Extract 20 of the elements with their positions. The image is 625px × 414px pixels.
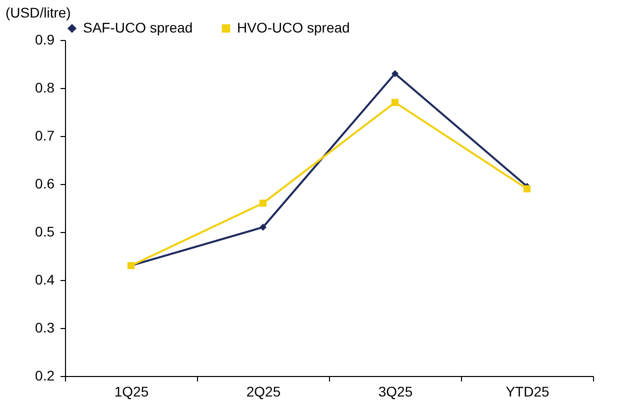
point bbox=[391, 98, 399, 106]
y-axis-title: (USD/litre) bbox=[6, 4, 71, 20]
y-tick-label: 0.6 bbox=[35, 176, 55, 192]
y-tick-label: 0.5 bbox=[35, 224, 55, 240]
point bbox=[391, 70, 399, 78]
x-tick-label: 3Q25 bbox=[378, 384, 413, 400]
y-tick-label: 0.3 bbox=[35, 320, 55, 336]
x-tick-label: YTD25 bbox=[506, 384, 550, 400]
y-tick-label: 0.4 bbox=[35, 272, 55, 288]
x-tick-label: 2Q25 bbox=[246, 384, 281, 400]
point bbox=[259, 224, 267, 231]
point bbox=[259, 200, 267, 207]
y-tick-label: 0.2 bbox=[35, 368, 55, 384]
legend-label: SAF-UCO spread bbox=[83, 19, 193, 36]
y-tick-label: 0.9 bbox=[35, 32, 55, 48]
point bbox=[523, 185, 531, 192]
y-tick-label: 0.7 bbox=[35, 128, 55, 144]
x-tick-label: 1Q25 bbox=[114, 384, 149, 400]
legend-label: HVO-UCO spread bbox=[237, 19, 350, 36]
y-tick-label: 0.8 bbox=[35, 80, 55, 96]
